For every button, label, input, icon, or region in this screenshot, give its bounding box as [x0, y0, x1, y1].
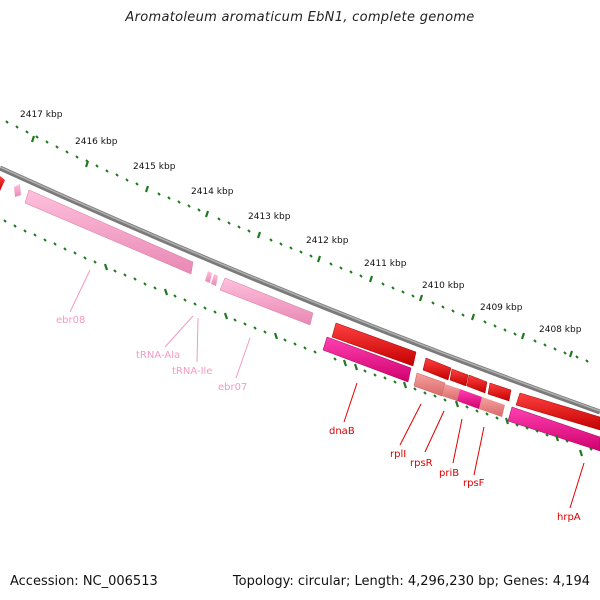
leader-ebr08 — [69, 269, 91, 313]
kbp-label-2410: 2410 kbp — [422, 281, 465, 291]
cds-rpsR — [449, 368, 469, 387]
cds-hrpA-rev — [507, 406, 600, 452]
forward-cds-track — [0, 176, 600, 431]
leader-dnaB — [343, 382, 358, 423]
gene-label-rpsR: rpsR — [410, 458, 433, 469]
rna-tRNA-Ala — [205, 271, 212, 283]
cds-rplI — [422, 357, 452, 381]
gene-leader-lines — [69, 269, 585, 509]
gene-label-priB: priB — [439, 468, 459, 479]
kbp-label-2415: 2415 kbp — [133, 162, 176, 172]
leader-tRNA-Ala — [164, 315, 194, 348]
cds-hrpA — [515, 392, 600, 431]
leader-ebr07 — [235, 337, 251, 379]
leader-rpsF — [473, 426, 485, 476]
genome-backbone-highlight — [0, 166, 600, 412]
kbp-label-2413: 2413 kbp — [248, 212, 291, 222]
gene-label-hrpA: hrpA — [557, 512, 581, 523]
cds-rpsF-rev — [479, 397, 505, 417]
accession-text: Accession: NC_006513 — [10, 574, 158, 589]
gene-label-rplI: rplI — [390, 449, 406, 460]
gene-label-dnaB: dnaB — [329, 426, 355, 437]
cds-rpsF — [487, 382, 512, 402]
kbp-label-2412: 2412 kbp — [306, 236, 349, 246]
kbp-label-2417: 2417 kbp — [20, 110, 63, 120]
kbp-label-2409: 2409 kbp — [480, 303, 523, 313]
leader-tRNA-Ile — [196, 317, 199, 363]
ruler-labels: 2417 kbp 2416 kbp 2415 kbp 2414 kbp 2413… — [20, 110, 582, 335]
gene-label-ebr07: ebr07 — [218, 382, 247, 393]
leader-hrpA — [569, 462, 585, 509]
kbp-label-2411: 2411 kbp — [364, 259, 407, 269]
cds-dnaB-rev — [322, 336, 412, 383]
kbp-label-2416: 2416 kbp — [75, 137, 118, 147]
cds-priB-rev — [457, 389, 482, 409]
cds-dnaB — [331, 322, 417, 367]
topology-text: Topology: circular; Length: 4,296,230 bp… — [232, 574, 590, 589]
leader-rpsR — [424, 410, 445, 453]
rna-tRNA-Ile — [211, 274, 218, 286]
cds-priB — [466, 374, 488, 394]
rna-fragment-left — [14, 184, 21, 197]
gene-label-rpsF: rpsF — [463, 478, 485, 489]
rna-ebr08 — [24, 189, 194, 275]
leader-priB — [452, 418, 463, 464]
reverse-cds-track — [14, 184, 600, 452]
inner-tick-track — [3, 219, 593, 457]
gene-label-tRNA-Ile: tRNA-Ile — [172, 366, 212, 377]
rna-ebr07 — [219, 277, 314, 326]
page-title: Aromatoleum aromaticum EbN1, complete ge… — [125, 10, 475, 25]
kbp-label-2414: 2414 kbp — [191, 187, 234, 197]
cds-rpsR-rev — [442, 384, 460, 401]
kbp-label-2408: 2408 kbp — [539, 325, 582, 335]
leader-rplI — [399, 403, 422, 446]
genome-backbone — [0, 165, 600, 415]
gene-label-ebr08: ebr08 — [56, 315, 85, 326]
outer-tick-track — [5, 120, 589, 363]
cds-fragment-left — [0, 176, 5, 191]
gene-label-tRNA-Ala: tRNA-Ala — [136, 350, 180, 361]
gene-labels: ebr08 tRNA-Ala tRNA-Ile ebr07 dnaB rplI … — [56, 315, 581, 523]
